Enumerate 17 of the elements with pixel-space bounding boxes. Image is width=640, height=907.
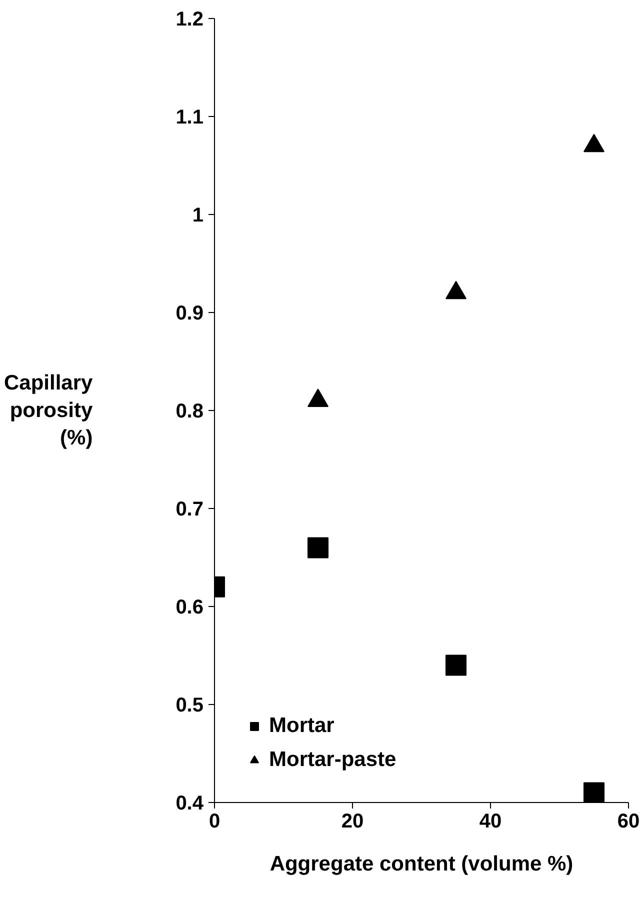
x-tick-label: 0 <box>208 810 220 832</box>
y-tick-label: 0.4 <box>176 792 204 814</box>
legend-label: Mortar <box>269 714 334 738</box>
y-tick-label: 0.6 <box>176 596 204 618</box>
x-axis-title: Aggregate content (volume %) <box>270 852 574 876</box>
y-tick-label: 1.1 <box>176 106 204 128</box>
x-tick-label: 60 <box>617 810 640 832</box>
y-tick-label: 0.9 <box>176 302 204 324</box>
y-tick-label: 1 <box>192 204 204 226</box>
y-tick-label: 0.5 <box>176 694 204 716</box>
legend-label: Mortar-paste <box>269 748 396 772</box>
y-tick-label: 0.7 <box>176 498 204 520</box>
x-tick-label: 20 <box>341 810 364 832</box>
y-tick-label: 0.8 <box>176 400 204 422</box>
y-tick-label: 1.2 <box>176 8 204 30</box>
y-axis-title: Capillary porosity (%) <box>4 371 94 450</box>
x-tick-label: 40 <box>479 810 502 832</box>
